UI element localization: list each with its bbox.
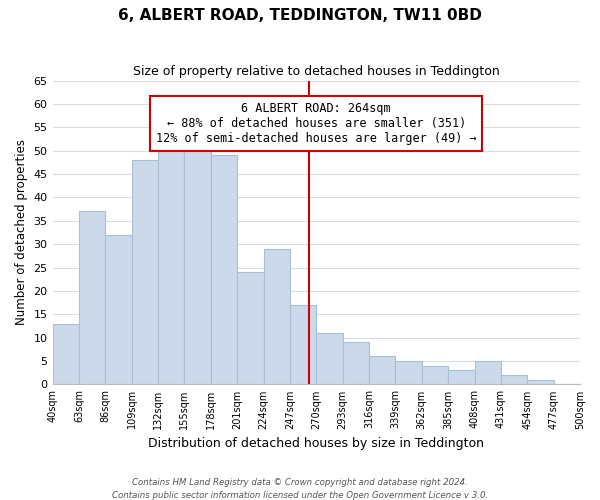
Bar — [501, 375, 527, 384]
X-axis label: Distribution of detached houses by size in Teddington: Distribution of detached houses by size … — [148, 437, 484, 450]
Bar — [527, 380, 554, 384]
Text: 6 ALBERT ROAD: 264sqm
← 88% of detached houses are smaller (351)
12% of semi-det: 6 ALBERT ROAD: 264sqm ← 88% of detached … — [156, 102, 476, 145]
Text: Contains HM Land Registry data © Crown copyright and database right 2024.
Contai: Contains HM Land Registry data © Crown c… — [112, 478, 488, 500]
Title: Size of property relative to detached houses in Teddington: Size of property relative to detached ho… — [133, 65, 500, 78]
Bar — [79, 212, 105, 384]
Bar — [422, 366, 448, 384]
Bar — [263, 249, 290, 384]
Bar — [395, 361, 422, 384]
Bar — [316, 333, 343, 384]
Bar — [448, 370, 475, 384]
Text: 6, ALBERT ROAD, TEDDINGTON, TW11 0BD: 6, ALBERT ROAD, TEDDINGTON, TW11 0BD — [118, 8, 482, 22]
Bar — [158, 132, 184, 384]
Bar — [290, 305, 316, 384]
Bar — [369, 356, 395, 384]
Bar — [211, 156, 237, 384]
Bar — [53, 324, 79, 384]
Bar — [237, 272, 263, 384]
Y-axis label: Number of detached properties: Number of detached properties — [15, 140, 28, 326]
Bar — [105, 235, 131, 384]
Bar — [184, 146, 211, 384]
Bar — [475, 361, 501, 384]
Bar — [343, 342, 369, 384]
Bar — [131, 160, 158, 384]
